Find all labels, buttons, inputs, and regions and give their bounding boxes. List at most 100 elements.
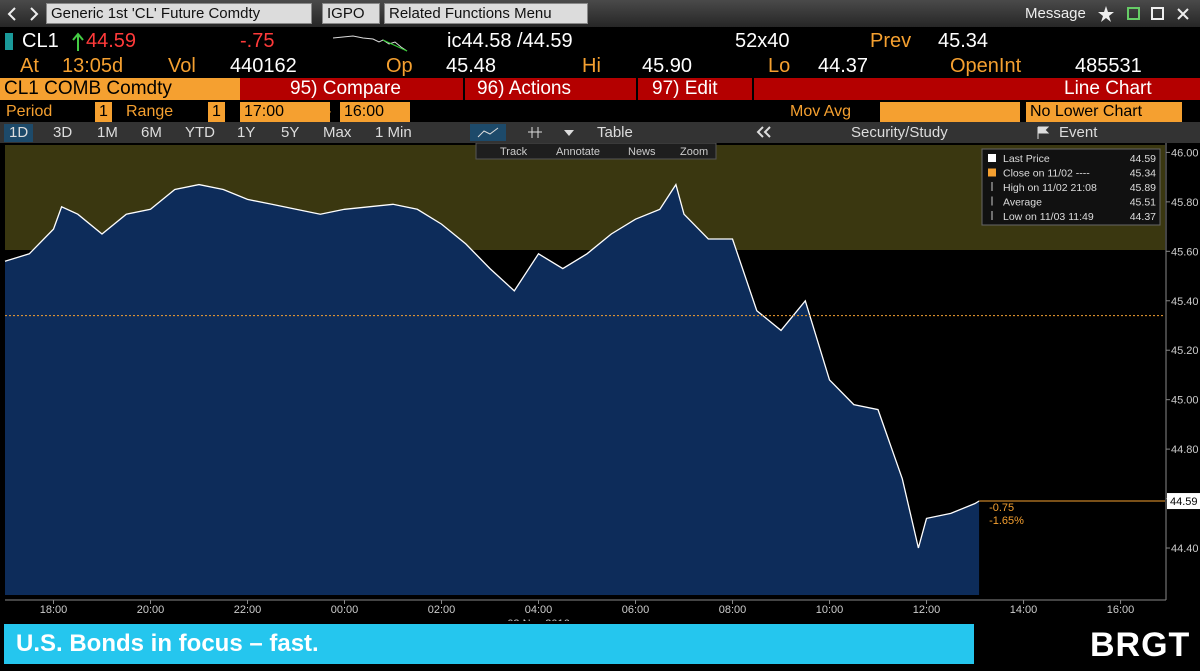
legend-label: Average bbox=[1003, 197, 1042, 209]
prev-value: 45.34 bbox=[938, 30, 989, 52]
flag-icon bbox=[1037, 126, 1050, 139]
compare-button[interactable]: 95) Compare bbox=[290, 78, 401, 99]
nav-arrows[interactable] bbox=[6, 6, 40, 22]
legend-label: Close on 11/02 ---- bbox=[1003, 168, 1090, 180]
event-button[interactable]: Event bbox=[1059, 124, 1098, 141]
prev-label: Prev bbox=[870, 30, 912, 52]
security-name: CL1 COMB Comdty bbox=[0, 78, 240, 100]
range-tab[interactable]: 6M bbox=[141, 124, 162, 141]
y-tick-label: 45.80 bbox=[1171, 197, 1199, 209]
range-tab[interactable]: 5Y bbox=[281, 124, 300, 141]
quote-row: CL1 44.59 -.75 ic44.58 /44.59 52x40 Prev… bbox=[0, 28, 1200, 53]
open-label: Op bbox=[386, 55, 413, 77]
settings-bar: Period 1 Range 1 17:00 - 16:00 Mov Avg N… bbox=[0, 101, 1200, 122]
table-button[interactable]: Table bbox=[597, 124, 633, 141]
ticker: CL1 bbox=[22, 30, 59, 52]
range-value[interactable]: 1 bbox=[208, 102, 225, 122]
related-menu[interactable]: Related Functions Menu bbox=[384, 3, 588, 24]
net-change: -.75 bbox=[240, 30, 275, 52]
edit-button[interactable]: 97) Edit bbox=[652, 78, 718, 99]
legend-swatch bbox=[988, 168, 996, 177]
y-tick-label: 45.60 bbox=[1171, 246, 1199, 258]
x-tick-label: 00:00 bbox=[331, 604, 359, 616]
toolbar: Generic 1st 'CL' Future Comdty IGPO Rela… bbox=[0, 0, 1200, 27]
x-axis-date: 03 Nov 2016 bbox=[507, 618, 569, 621]
time-label: At bbox=[20, 55, 39, 77]
range-tab[interactable]: 1Y bbox=[237, 124, 256, 141]
legend-value: 45.34 bbox=[1130, 168, 1156, 180]
legend-swatch bbox=[988, 154, 996, 162]
range-start[interactable]: 17:00 bbox=[240, 102, 330, 122]
last-price-tag bbox=[1167, 493, 1200, 510]
range-tab[interactable]: 1D bbox=[4, 124, 34, 142]
ad-banner[interactable]: U.S. Bonds in focus – fast. bbox=[4, 624, 974, 664]
chart-tool: News bbox=[628, 146, 656, 158]
y-tick-label: 46.00 bbox=[1171, 147, 1199, 159]
toolbar-icons[interactable] bbox=[1098, 5, 1198, 23]
x-tick-label: 14:00 bbox=[1010, 604, 1038, 616]
legend: Last Price 44.59 Close on 11/02 ---- 45.34 H… bbox=[981, 148, 1161, 226]
legend-label: Low on 11/03 11:49 bbox=[1003, 211, 1094, 223]
bid-ask-size: 52x40 bbox=[735, 30, 790, 52]
legend-label: High on 11/02 21:08 bbox=[1003, 182, 1097, 194]
vol-label: Vol bbox=[168, 55, 196, 77]
last-price-label: 44.59 bbox=[1170, 496, 1198, 508]
function-bar: CL1 COMB Comdty 95) Compare 96) Actions … bbox=[0, 78, 1200, 100]
x-tick-label: 18:00 bbox=[40, 604, 68, 616]
separator bbox=[752, 78, 754, 100]
function-field[interactable]: IGPO bbox=[322, 3, 380, 24]
legend-value: 44.59 bbox=[1130, 153, 1156, 165]
bid-ask: ic44.58 /44.59 bbox=[447, 30, 573, 52]
x-tick-label: 06:00 bbox=[622, 604, 650, 616]
price-area bbox=[5, 184, 980, 595]
range-tab[interactable]: 3D bbox=[53, 124, 73, 141]
period-value[interactable]: 1 bbox=[95, 102, 112, 122]
x-tick-label: 10:00 bbox=[816, 604, 844, 616]
y-tick-label: 44.80 bbox=[1171, 444, 1199, 456]
range-tab[interactable]: 1M bbox=[97, 124, 118, 141]
range-tab[interactable]: YTD bbox=[185, 124, 215, 141]
legend-label: Last Price bbox=[1003, 153, 1050, 165]
last-price: 44.59 bbox=[86, 30, 137, 52]
x-tick-label: 12:00 bbox=[913, 604, 941, 616]
chart-tool-icons[interactable] bbox=[470, 124, 580, 141]
chart-type[interactable]: Line Chart bbox=[1064, 78, 1152, 99]
message-button[interactable]: Message bbox=[1025, 5, 1086, 22]
interval-select[interactable]: 1 Min bbox=[375, 124, 412, 141]
range-dash: - bbox=[326, 103, 332, 120]
chart-tool: Annotate bbox=[556, 146, 600, 158]
lower-chart-select[interactable]: No Lower Chart bbox=[1026, 102, 1182, 122]
security-field[interactable]: Generic 1st 'CL' Future Comdty bbox=[46, 3, 312, 24]
x-tick-label: 02:00 bbox=[428, 604, 456, 616]
time-value: 13:05d bbox=[62, 55, 124, 77]
mov-avg-label: Mov Avg bbox=[790, 103, 852, 120]
range-end[interactable]: 16:00 bbox=[340, 102, 410, 122]
mov-avg-field[interactable] bbox=[880, 102, 1020, 122]
legend-value: 45.51 bbox=[1130, 197, 1156, 209]
low-label: Lo bbox=[768, 55, 791, 77]
range-tab[interactable]: Max bbox=[323, 124, 352, 141]
high-label: Hi bbox=[582, 55, 601, 77]
actions-button[interactable]: 96) Actions bbox=[477, 78, 571, 99]
vol-value: 440162 bbox=[230, 55, 297, 77]
quote-row: At 13:05d Vol 440162 Op 45.48 Hi 45.90 L… bbox=[0, 53, 1200, 77]
separator bbox=[463, 78, 465, 100]
banner-logo: BRGT bbox=[1090, 626, 1191, 664]
y-tick-label: 45.20 bbox=[1171, 345, 1199, 357]
price-line bbox=[4, 183, 980, 549]
chart-tool: Track bbox=[500, 146, 528, 158]
separator bbox=[636, 78, 638, 100]
range-label: Range bbox=[126, 103, 174, 120]
oi-value: 485531 bbox=[1075, 55, 1142, 77]
x-tick-label: 16:00 bbox=[1107, 604, 1135, 616]
price-chart: 44.4044.6044.8045.0045.2045.4045.6045.80… bbox=[4, 143, 1200, 621]
period-label: Period bbox=[6, 103, 53, 120]
open-value: 45.48 bbox=[446, 55, 497, 77]
x-tick-label: 04:00 bbox=[525, 604, 553, 616]
x-tick-label: 20:00 bbox=[137, 604, 165, 616]
security-study-button[interactable]: Security/Study bbox=[851, 124, 948, 141]
collapse-icon[interactable] bbox=[756, 126, 772, 139]
y-tick-label: 44.40 bbox=[1171, 543, 1199, 555]
sparkline bbox=[333, 35, 408, 52]
